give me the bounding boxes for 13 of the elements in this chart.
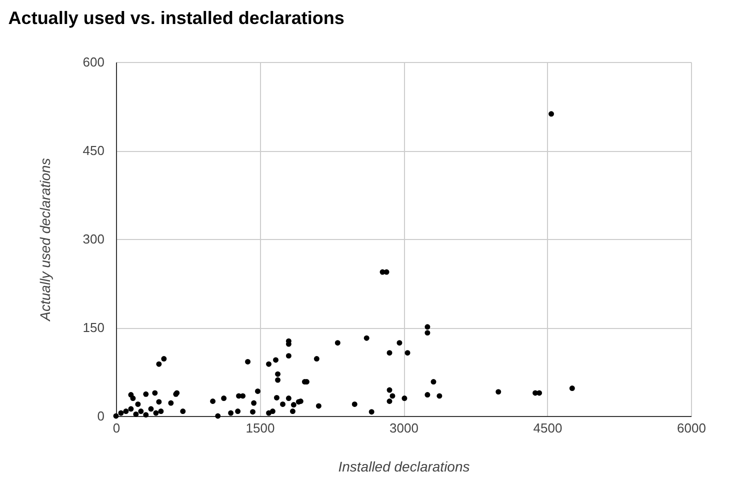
- y-tick-label: 600: [82, 54, 104, 70]
- x-axis-title: Installed declarations: [338, 458, 470, 474]
- x-tick-label: 6000: [677, 420, 706, 436]
- x-tick-label: 3000: [390, 420, 418, 436]
- y-tick-label: 150: [82, 320, 104, 335]
- x-tick-label: 1500: [246, 420, 275, 436]
- y-tick-label: 450: [82, 143, 104, 158]
- x-tick-label: 0: [112, 420, 120, 436]
- y-tick-label: 300: [82, 232, 104, 246]
- x-tick-label: 4500: [533, 420, 562, 436]
- chart-title: Actually used vs. installed declarations: [8, 8, 344, 28]
- y-tick-label: 0: [97, 408, 104, 424]
- y-axis-title: Actually used declarations: [36, 158, 53, 322]
